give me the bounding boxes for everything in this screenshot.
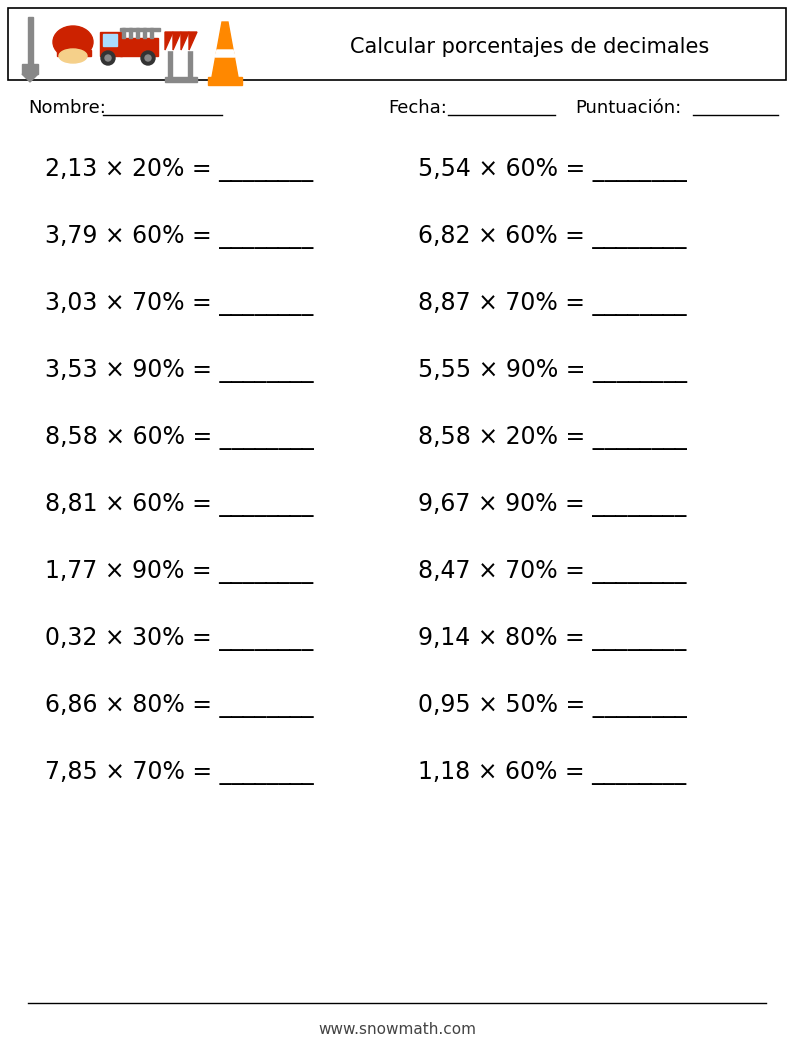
Text: 8,58 × 60% = ________: 8,58 × 60% = ________ [45, 426, 314, 450]
Text: 0,32 × 30% = ________: 0,32 × 30% = ________ [45, 627, 314, 651]
Bar [208, 77, 242, 85]
Text: 6,82 × 60% = ________: 6,82 × 60% = ________ [418, 225, 686, 249]
Circle shape [105, 55, 111, 61]
Text: 3,03 × 70% = ________: 3,03 × 70% = ________ [45, 292, 314, 316]
Text: 5,54 × 60% = ________: 5,54 × 60% = ________ [418, 158, 687, 182]
Bar [129, 28, 132, 38]
Text: 2,13 × 20% = ________: 2,13 × 20% = ________ [45, 158, 313, 182]
Text: 0,95 × 50% = ________: 0,95 × 50% = ________ [418, 694, 687, 718]
Text: 1,18 × 60% = ________: 1,18 × 60% = ________ [418, 761, 686, 784]
Bar [168, 49, 172, 80]
Bar [165, 77, 197, 82]
Text: 3,79 × 60% = ________: 3,79 × 60% = ________ [45, 225, 314, 249]
Circle shape [145, 55, 151, 61]
Polygon shape [212, 22, 238, 77]
Circle shape [101, 51, 115, 65]
Bar [136, 28, 139, 38]
Text: 8,87 × 70% = ________: 8,87 × 70% = ________ [418, 292, 687, 316]
Bar [57, 49, 91, 56]
Bar [150, 28, 153, 38]
FancyBboxPatch shape [8, 8, 786, 80]
Bar [122, 28, 125, 38]
Text: 8,47 × 70% = ________: 8,47 × 70% = ________ [418, 560, 686, 584]
Bar [120, 38, 158, 56]
Ellipse shape [53, 26, 93, 58]
Text: Puntuación:: Puntuación: [575, 99, 681, 117]
Polygon shape [173, 32, 181, 49]
Bar [100, 32, 122, 56]
Polygon shape [22, 74, 38, 82]
Ellipse shape [59, 49, 87, 63]
Text: 8,81 × 60% = ________: 8,81 × 60% = ________ [45, 493, 314, 517]
Polygon shape [22, 64, 38, 74]
Polygon shape [165, 32, 173, 49]
Text: 9,67 × 90% = ________: 9,67 × 90% = ________ [418, 493, 686, 517]
Bar [188, 49, 192, 80]
Text: 3,53 × 90% = ________: 3,53 × 90% = ________ [45, 359, 314, 383]
Polygon shape [189, 32, 197, 49]
Bar [103, 34, 117, 46]
Circle shape [141, 51, 155, 65]
Polygon shape [181, 32, 189, 49]
Text: 8,58 × 20% = ________: 8,58 × 20% = ________ [418, 426, 687, 450]
Bar [143, 28, 146, 38]
Text: Fecha:: Fecha: [388, 99, 447, 117]
Bar [120, 28, 160, 31]
Polygon shape [215, 49, 235, 57]
Text: 9,14 × 80% = ________: 9,14 × 80% = ________ [418, 627, 686, 651]
Text: 6,86 × 80% = ________: 6,86 × 80% = ________ [45, 694, 314, 718]
Text: 7,85 × 70% = ________: 7,85 × 70% = ________ [45, 761, 314, 784]
Text: www.snowmath.com: www.snowmath.com [318, 1022, 476, 1037]
Bar [28, 17, 33, 65]
Bar [165, 32, 197, 49]
Text: 1,77 × 90% = ________: 1,77 × 90% = ________ [45, 560, 313, 584]
Text: Nombre:: Nombre: [28, 99, 106, 117]
Text: Calcular porcentajes de decimales: Calcular porcentajes de decimales [350, 37, 710, 57]
Text: 5,55 × 90% = ________: 5,55 × 90% = ________ [418, 359, 687, 383]
